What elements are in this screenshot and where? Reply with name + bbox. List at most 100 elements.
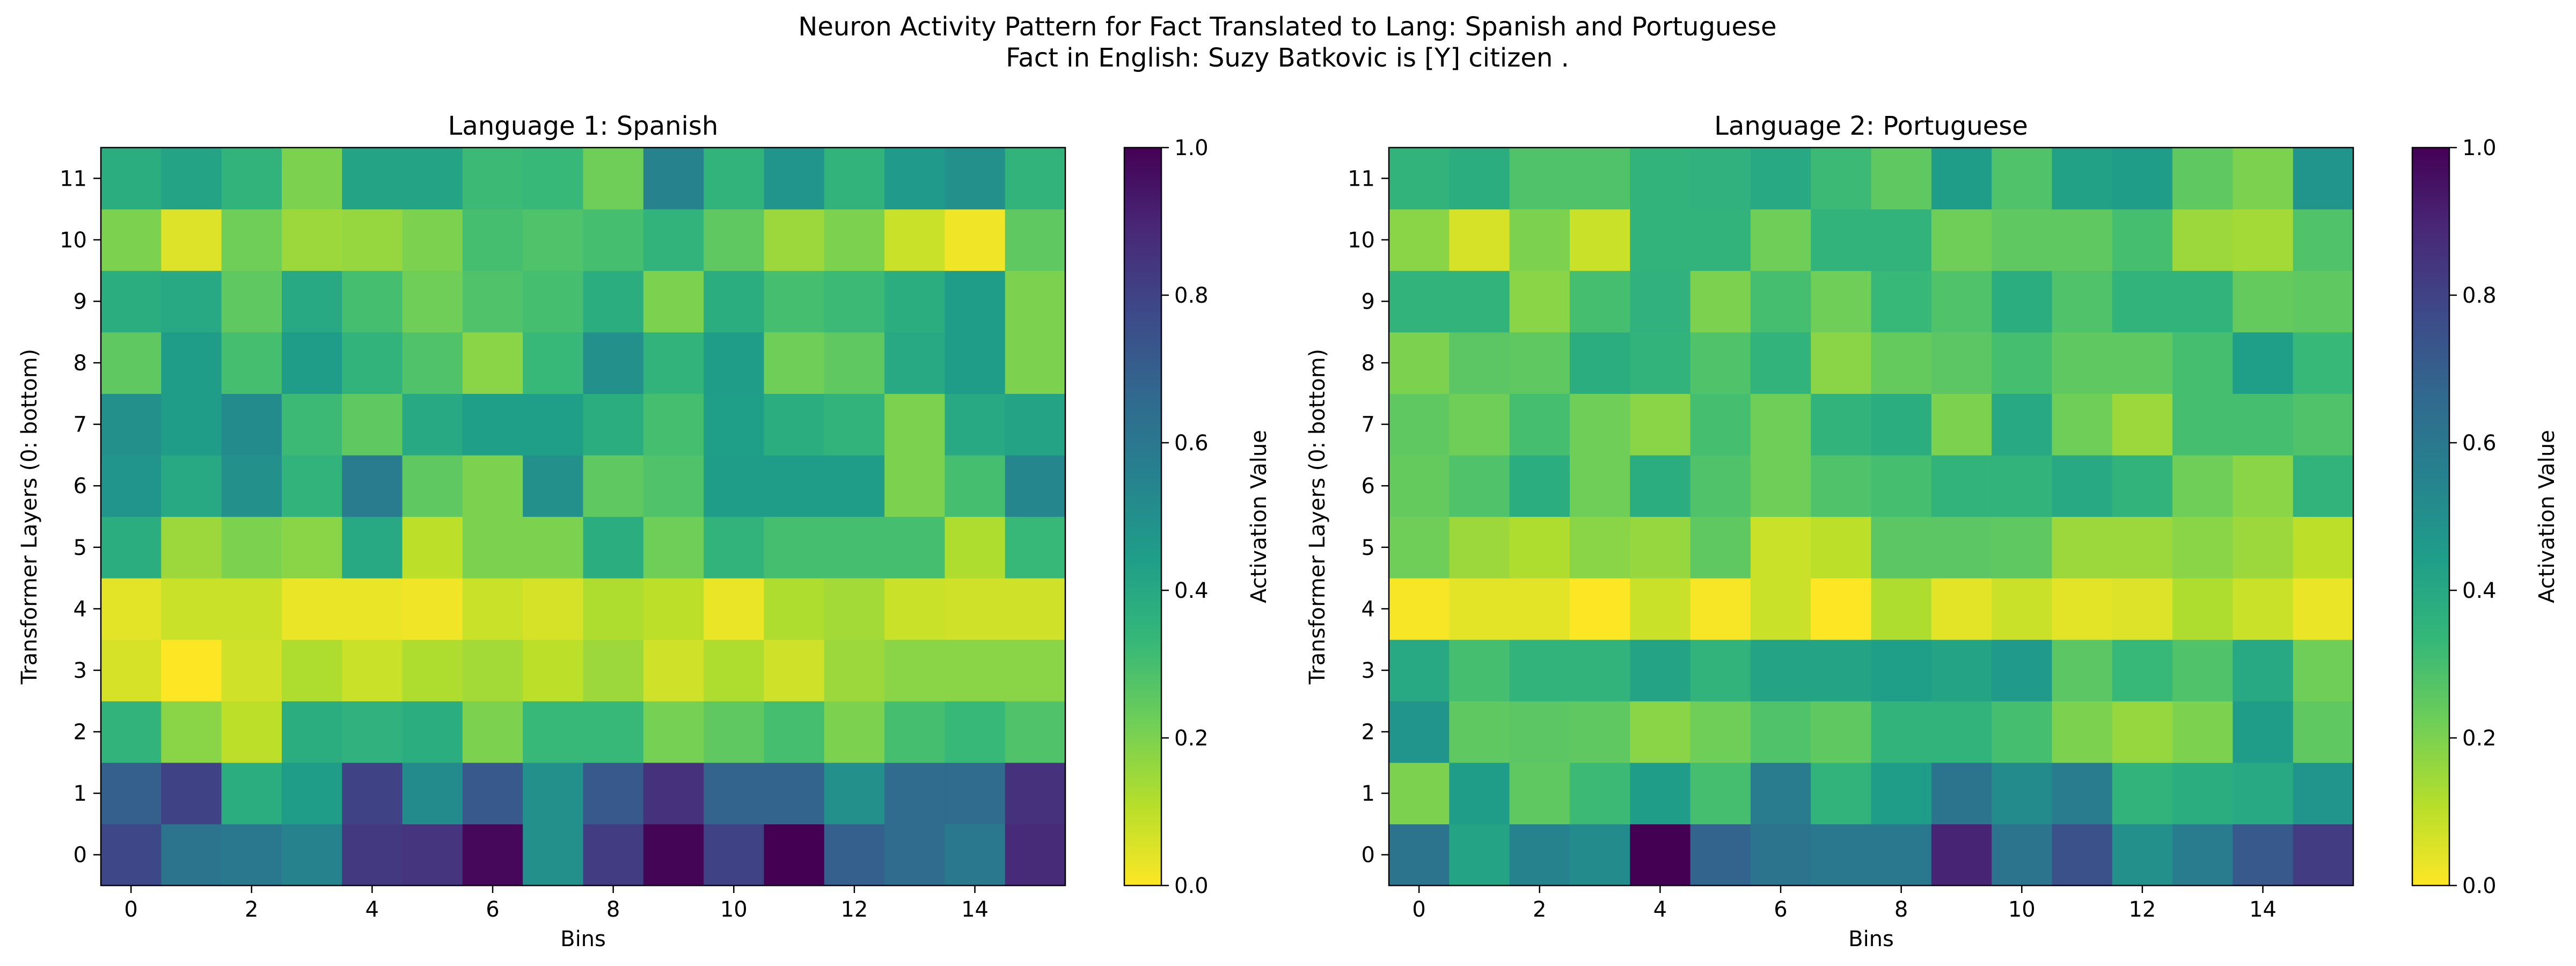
heatmap-cell: [1992, 824, 2053, 886]
heatmap-cell: [1509, 148, 1570, 210]
heatmap-cell: [1690, 516, 1751, 579]
colorbar-tick-label: 0.4: [1174, 579, 1209, 603]
x-tick-label: 6: [486, 897, 499, 922]
heatmap-cell: [1389, 639, 1450, 701]
heatmap-cell: [2112, 824, 2173, 886]
heatmap-cell: [2233, 455, 2294, 517]
heatmap-cell: [402, 824, 463, 886]
heatmap-cell: [1750, 824, 1811, 886]
heatmap-cell: [1871, 393, 1932, 456]
heatmap-cell: [945, 578, 1006, 640]
heatmap-cell: [342, 578, 403, 640]
heatmap-cell: [2172, 578, 2233, 640]
heatmap-cell: [764, 578, 825, 640]
y-tick-label: 10: [60, 228, 87, 253]
heatmap-cell: [824, 455, 885, 517]
heatmap-cell: [1811, 148, 1872, 210]
heatmap-cell: [1690, 762, 1751, 825]
heatmap-cell: [1449, 270, 1510, 333]
heatmap-cell: [1811, 824, 1872, 886]
heatmap-cell: [1449, 639, 1510, 701]
x-axis-label: Bins: [560, 927, 606, 952]
heatmap-cell: [101, 270, 162, 333]
colorbar-tick-label: 0.2: [2462, 726, 2497, 751]
heatmap-cell: [945, 455, 1006, 517]
heatmap-cell: [643, 455, 704, 517]
y-tick-label: 6: [74, 474, 87, 499]
colorbar-tick-label: 0.0: [2462, 874, 2497, 898]
heatmap-cell: [1509, 578, 1570, 640]
heatmap-cell: [342, 701, 403, 763]
heatmap-cell: [402, 270, 463, 333]
x-tick-label: 14: [2249, 897, 2277, 922]
heatmap-cell: [462, 516, 523, 579]
heatmap-cell: [523, 824, 584, 886]
heatmap-cell: [1569, 209, 1630, 271]
heatmap-cell: [704, 209, 765, 271]
heatmap-cell: [824, 639, 885, 701]
heatmap-cell: [1750, 455, 1811, 517]
heatmap-cell: [342, 639, 403, 701]
heatmap-cell: [1449, 332, 1510, 394]
heatmap-cell: [1931, 516, 1992, 579]
heatmap-cell: [1449, 455, 1510, 517]
heatmap-cell: [462, 393, 523, 456]
heatmap-cell: [1750, 639, 1811, 701]
heatmap-cell: [281, 455, 342, 517]
heatmap-cell: [2233, 270, 2294, 333]
heatmap-cell: [1690, 578, 1751, 640]
heatmap-cell: [523, 209, 584, 271]
x-tick-label: 8: [606, 897, 620, 922]
heatmap-cell: [884, 516, 945, 579]
heatmap-cell: [884, 393, 945, 456]
heatmap-cell: [221, 639, 282, 701]
heatmap-cell: [2052, 148, 2113, 210]
y-tick-label: 9: [74, 289, 87, 314]
heatmap-cell: [2112, 270, 2173, 333]
heatmap-cell: [101, 209, 162, 271]
x-tick-label: 2: [1533, 897, 1546, 922]
x-tick-label: 4: [365, 897, 379, 922]
heatmap-cell: [643, 762, 704, 825]
heatmap-cell: [1005, 148, 1066, 210]
heatmap-cell: [764, 762, 825, 825]
heatmap-cell: [2052, 639, 2113, 701]
heatmap-cell: [583, 639, 644, 701]
heatmap-cell: [2293, 516, 2354, 579]
colorbar: 0.0 0.2 0.4 0.6 0.8 1.0 Activation Value: [1123, 136, 1271, 898]
heatmap-cell: [2172, 639, 2233, 701]
heatmap-cell: [1005, 332, 1066, 394]
heatmap-cell: [1569, 455, 1630, 517]
heatmap-cell: [462, 824, 523, 886]
heatmap-cell: [161, 270, 222, 333]
heatmap-cell: [2052, 516, 2113, 579]
heatmap-cell: [1569, 762, 1630, 825]
heatmap-cell: [2293, 701, 2354, 763]
heatmap-cell: [1449, 148, 1510, 210]
heatmap-cell: [583, 578, 644, 640]
colorbar-gradient: [2411, 147, 2450, 887]
heatmap-cell: [583, 455, 644, 517]
x-tick-label: 0: [1412, 897, 1425, 922]
heatmap-cell: [945, 701, 1006, 763]
heatmap-cell: [1449, 516, 1510, 579]
heatmap-cell: [764, 393, 825, 456]
heatmap-cell: [764, 639, 825, 701]
heatmap-cell: [101, 148, 162, 210]
heatmap-cell: [342, 393, 403, 456]
x-tick-label: 12: [2128, 897, 2156, 922]
heatmap-cell: [1931, 393, 1992, 456]
x-tick-label: 12: [840, 897, 868, 922]
heatmap-cell: [1811, 332, 1872, 394]
heatmap-cell: [764, 270, 825, 333]
heatmap-cell: [704, 148, 765, 210]
heatmap-cell: [161, 639, 222, 701]
heatmap-cell: [704, 762, 765, 825]
heatmap-cell: [945, 148, 1006, 210]
heatmap-cell: [643, 701, 704, 763]
heatmap-cell: [1750, 209, 1811, 271]
heatmap-cell: [2233, 393, 2294, 456]
heatmap-cell: [1630, 701, 1691, 763]
